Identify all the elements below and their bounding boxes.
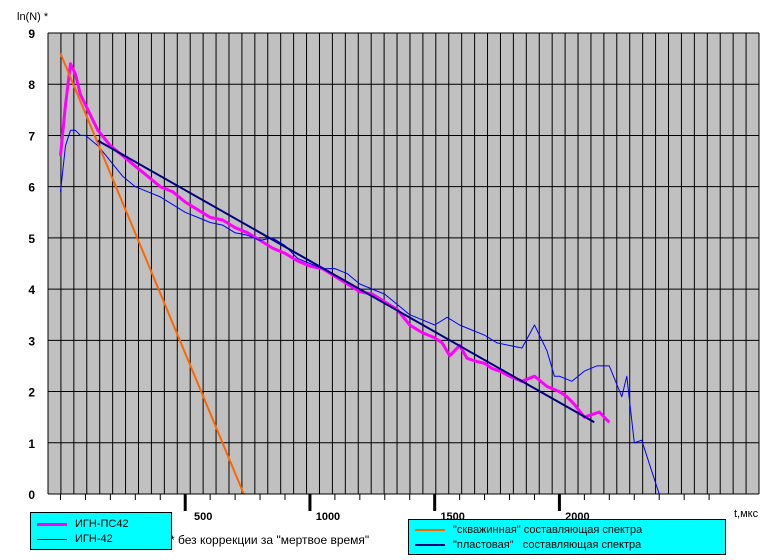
legend-swatch [415,544,445,546]
grid-lines [47,32,760,495]
x-tick-label: 500 [194,511,212,523]
series-line-2 [60,129,660,495]
x-axis-label: t,мкс [734,508,759,520]
footnote: * без коррекции за "мертвое время" [170,533,370,547]
y-tick-label: 2 [28,386,35,400]
axes [47,33,759,511]
y-tick-label: 0 [28,488,35,502]
series-line-3 [59,53,245,495]
legend-label: "скважинная" составляющая спектра [453,524,643,536]
legend-item-ign-42: ИГН-42 [37,532,113,546]
legend-swatch [415,529,445,531]
legend-swatch [37,522,67,526]
series-lines [59,53,660,495]
series-line-1 [59,62,611,424]
y-tick-label: 1 [28,437,35,451]
plot-area [48,33,759,494]
legend-item-formation: "пластовая" составляющая спектра [415,538,641,552]
y-tick-label: 3 [28,334,35,348]
y-tick-label: 7 [28,129,35,143]
y-tick-label: 4 [28,283,35,297]
legend-item-borehole: "скважинная" составляющая спектра [415,523,642,537]
legend-item-ign-ps42: ИГН-ПС42 [37,517,129,531]
series-line-4 [97,139,595,424]
legend-label: ИГН-ПС42 [75,518,129,530]
y-tick-label: 9 [28,27,35,41]
x-tick-label: 1000 [316,511,340,523]
legend-label: "пластовая" составляющая спектра [453,539,642,551]
legend-right: "скважинная" составляющая спектра "пласт… [408,519,726,555]
y-tick-label: 6 [28,181,35,195]
legend-label: ИГН-42 [75,533,113,545]
y-axis-label: ln(N) * [17,11,49,23]
y-tick-label: 5 [28,232,35,246]
legend-swatch [37,538,67,540]
legend-left: ИГН-ПС42 ИГН-42 [30,512,172,550]
y-tick-label: 8 [28,78,35,92]
